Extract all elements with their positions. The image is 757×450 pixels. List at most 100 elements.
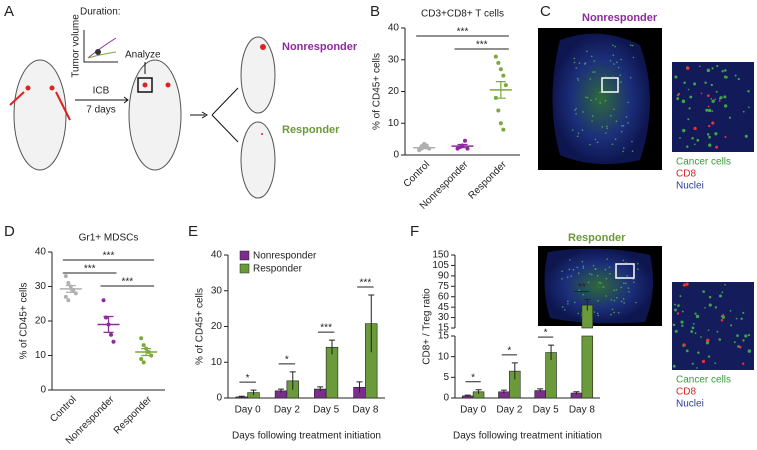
- texture: [682, 128, 686, 133]
- panel-letter: B: [370, 3, 380, 20]
- texture: [623, 302, 625, 304]
- y-tick-label: 5: [443, 372, 449, 383]
- texture: [711, 110, 714, 113]
- texture: [592, 264, 595, 267]
- error-bar: [65, 284, 76, 293]
- texture: [723, 75, 727, 79]
- texture: [734, 74, 737, 77]
- texture: [572, 268, 575, 271]
- texture: [685, 349, 689, 353]
- y-tick-label: 20: [388, 86, 400, 97]
- point: [63, 294, 68, 299]
- texture: [599, 282, 602, 284]
- error-bar: [317, 386, 324, 392]
- texture: [617, 311, 620, 314]
- texture: [686, 66, 689, 69]
- texture: [711, 121, 715, 125]
- label: Tumor volume: [71, 14, 82, 78]
- texture: [568, 268, 571, 271]
- x-axis-label: Days following treatment initiation: [232, 431, 381, 442]
- texture: [582, 267, 585, 269]
- texture: [633, 281, 635, 284]
- texture: [674, 308, 677, 312]
- significance: *: [471, 372, 475, 383]
- texture: [705, 108, 709, 112]
- texture: [602, 286, 605, 288]
- texture: [632, 278, 635, 280]
- texture: [737, 77, 740, 81]
- point: [493, 54, 498, 59]
- texture: [740, 317, 743, 320]
- dot: [95, 49, 101, 55]
- y-tick-label: 30: [211, 285, 223, 296]
- y-tick-label: 10: [438, 351, 450, 362]
- texture: [689, 95, 693, 99]
- point: [503, 83, 508, 88]
- texture: [612, 44, 614, 47]
- error-bar: [475, 389, 482, 394]
- texture: [679, 295, 682, 298]
- y-tick-label: 45: [438, 302, 450, 313]
- texture: [636, 262, 639, 265]
- texture: [674, 75, 678, 79]
- x-tick-label: Day 2: [274, 405, 301, 416]
- texture: [723, 104, 728, 108]
- texture: [721, 315, 726, 319]
- texture: [561, 270, 563, 273]
- texture: [708, 143, 712, 147]
- panel-letters: A B C D E F: [4, 3, 551, 240]
- texture: [718, 338, 722, 341]
- mouse: [128, 59, 182, 171]
- texture: [692, 322, 695, 325]
- y-tick-label: 40: [35, 247, 47, 258]
- x-tick-label: Responder: [466, 159, 509, 202]
- point: [496, 108, 501, 113]
- y-tick-label: 75: [438, 281, 450, 292]
- error-bar: [141, 348, 152, 357]
- panel-letter: A: [4, 3, 14, 20]
- error-bar: [464, 394, 471, 397]
- label: Responder: [282, 124, 340, 136]
- texture: [620, 286, 623, 289]
- texture: [621, 125, 623, 127]
- texture: [628, 291, 630, 293]
- texture: [747, 349, 752, 353]
- bar: [581, 335, 594, 399]
- texture: [637, 268, 639, 271]
- texture: [622, 124, 625, 127]
- texture: [605, 277, 608, 280]
- texture: [728, 116, 731, 119]
- texture: [672, 323, 676, 327]
- label: 7 days: [86, 105, 115, 116]
- texture: [575, 112, 577, 115]
- texture: [595, 98, 597, 100]
- texture: [706, 68, 711, 73]
- error-bar: [250, 389, 257, 396]
- y-tick-label: 0: [393, 150, 399, 161]
- legend: CD8: [676, 387, 696, 398]
- error-bar: [356, 381, 363, 393]
- texture: [627, 101, 630, 104]
- point: [501, 73, 506, 78]
- texture: [721, 291, 724, 294]
- texture: [714, 362, 717, 365]
- panel-letter: C: [540, 3, 551, 20]
- texture: [606, 258, 609, 260]
- texture: [677, 304, 680, 307]
- micrographs: Nonresponder Cancer cells CD8 Nuclei Res…: [538, 12, 754, 410]
- texture: [605, 295, 608, 297]
- chart-title: CD3+CD8+ T cells: [421, 9, 504, 20]
- y-tick-label: 105: [432, 260, 449, 271]
- texture: [706, 133, 710, 136]
- legend-swatch: [239, 263, 250, 274]
- texture: [614, 45, 616, 48]
- texture: [576, 77, 579, 80]
- texture: [711, 99, 715, 103]
- texture: [574, 109, 576, 111]
- texture: [566, 276, 569, 279]
- texture: [613, 311, 615, 314]
- texture: [676, 312, 680, 315]
- y-tick-label: 20: [211, 321, 223, 332]
- texture: [631, 44, 634, 47]
- point: [422, 141, 427, 146]
